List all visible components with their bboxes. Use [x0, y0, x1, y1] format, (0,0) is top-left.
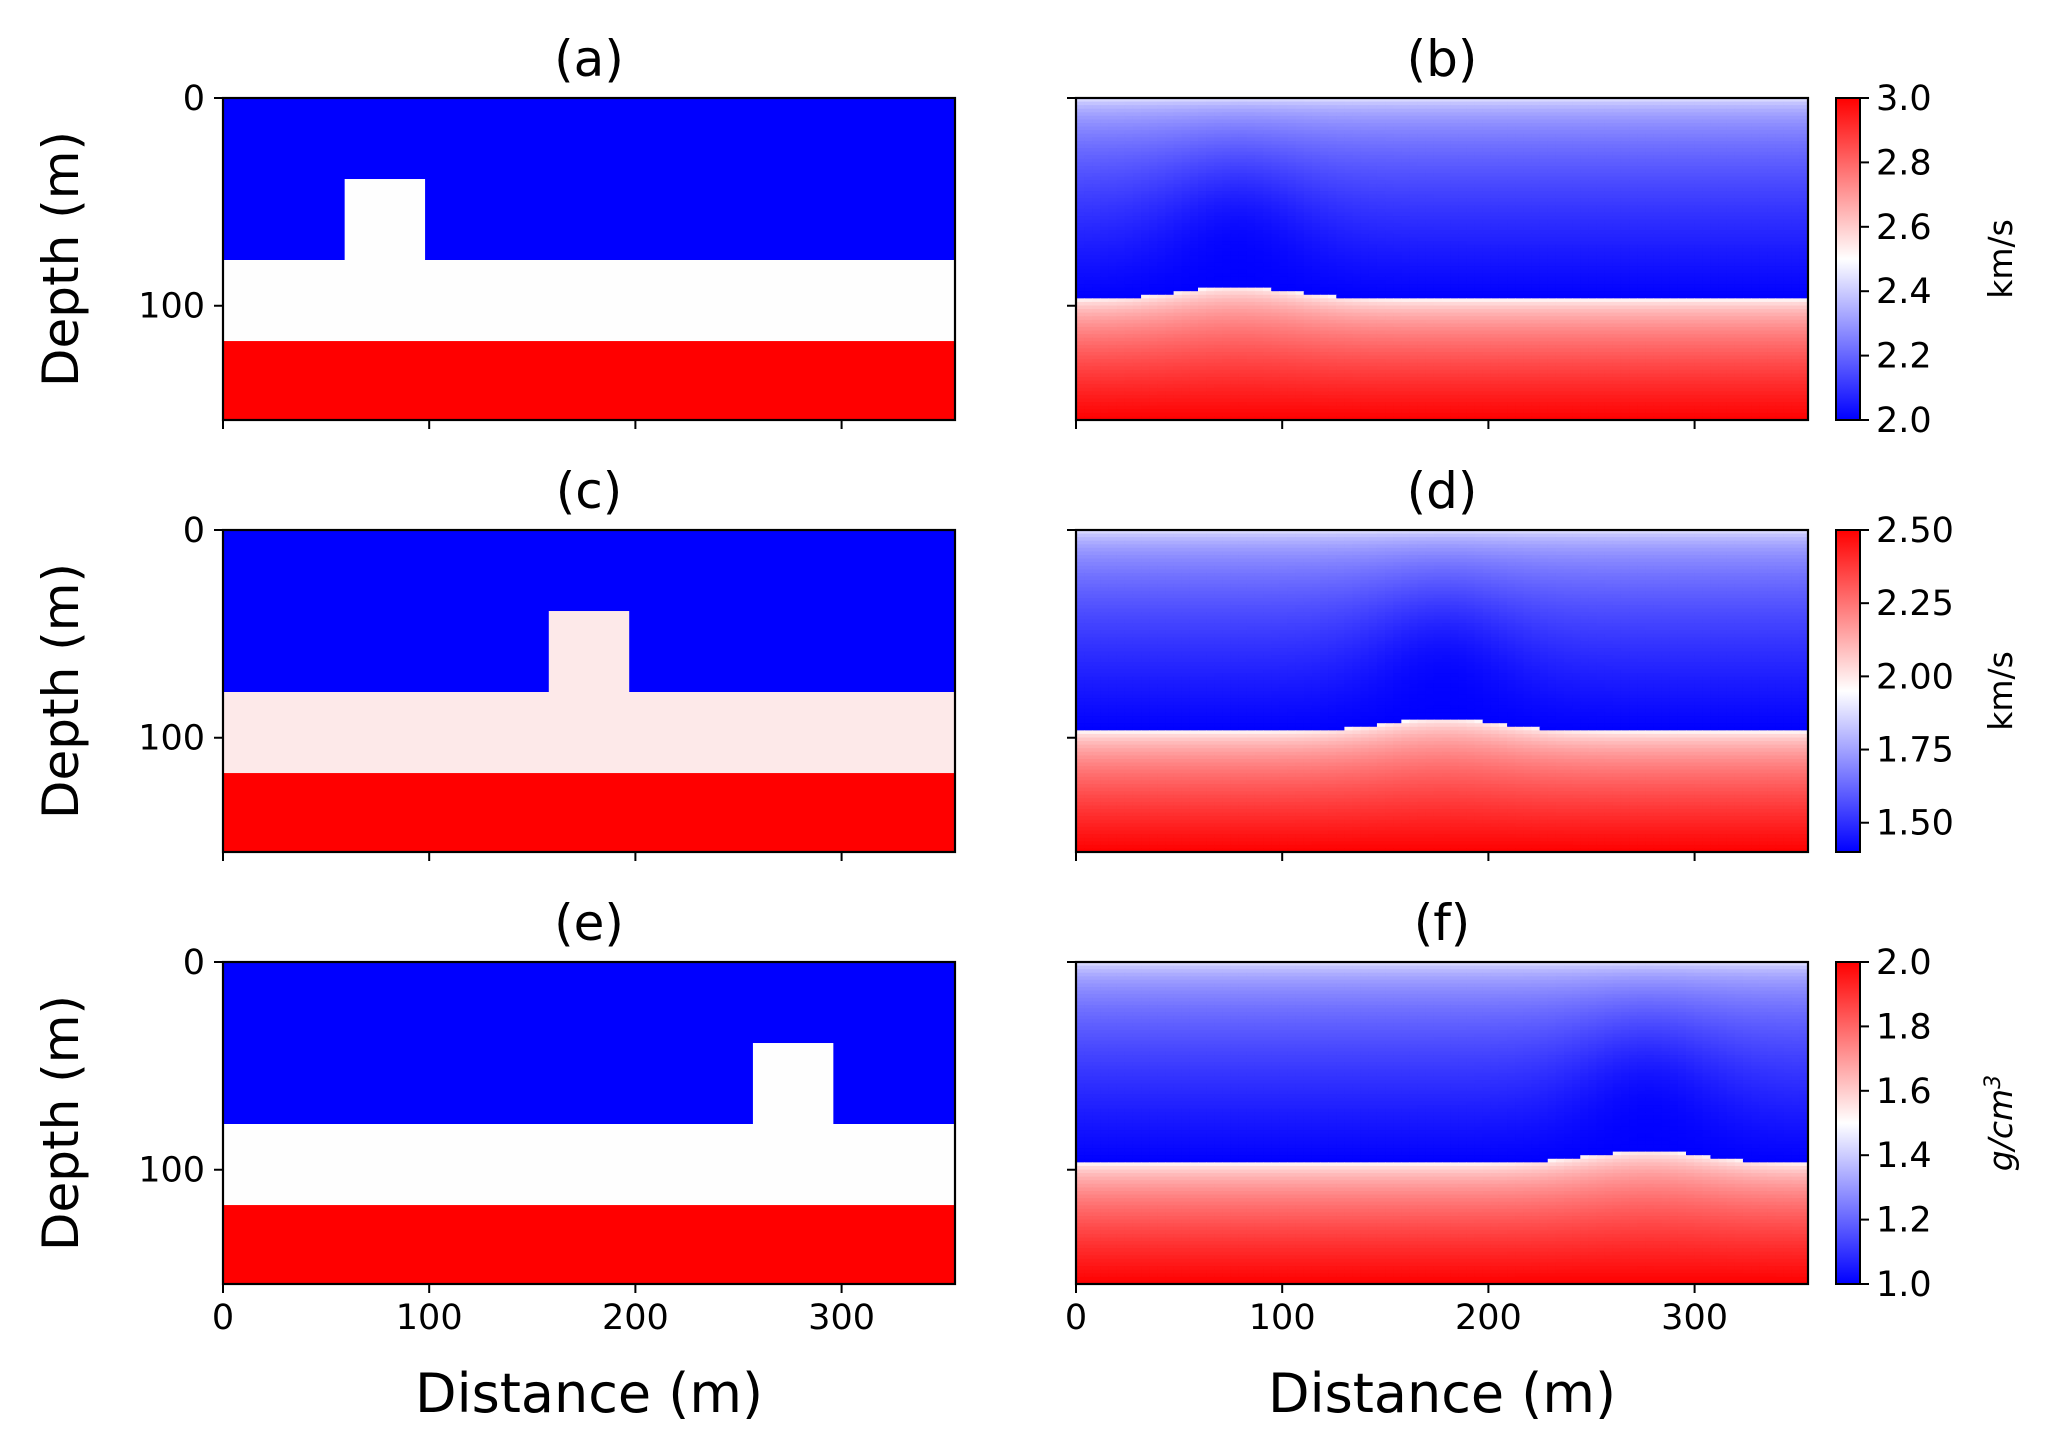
panel-title: (a) — [554, 30, 624, 88]
colorbar-tick-label: 2.50 — [1876, 511, 1954, 551]
colorbar-gradient — [1835, 961, 1861, 1285]
smooth-field — [1076, 962, 1808, 1284]
colorbar-tick-label: 2.0 — [1876, 401, 1932, 441]
colorbar-tick-label: 2.6 — [1876, 208, 1932, 248]
panel-title: (d) — [1407, 462, 1478, 520]
panel-title: (b) — [1407, 30, 1478, 88]
plot-frame — [1074, 528, 1810, 854]
colorbar-tick-label: 1.4 — [1876, 1136, 1932, 1176]
anomaly-block — [344, 179, 426, 261]
anomaly-block — [752, 1043, 834, 1125]
y-tick-label: 0 — [183, 943, 205, 983]
x-tick-label: 300 — [1661, 1298, 1728, 1338]
y-tick-label: 100 — [138, 287, 205, 327]
x-tick-label: 200 — [602, 1298, 669, 1338]
colorbar-tick-label: 2.25 — [1876, 584, 1954, 624]
colorbar-tick-label: 2.2 — [1876, 337, 1932, 377]
colorbar-b: 2.0 2.2 2.4 2.6 2.8 3.0 km/s — [1835, 79, 2020, 441]
panel-title: (e) — [554, 894, 624, 952]
x-tick-label: 200 — [1455, 1298, 1522, 1338]
y-tick-label: 0 — [183, 511, 205, 551]
layer-2 — [223, 773, 955, 852]
plot-frame — [221, 96, 957, 422]
colorbar-tick-label: 3.0 — [1876, 79, 1932, 119]
panel-c: 0 100 (c) Depth (m) — [32, 462, 957, 861]
layer-2 — [223, 341, 955, 420]
colorbar-tick-label: 1.2 — [1876, 1201, 1932, 1241]
y-tick-label: 0 — [183, 79, 205, 119]
colorbar-label: km/s — [1981, 651, 2020, 731]
colorbar-tick-label: 1.75 — [1876, 731, 1954, 771]
panel-title: (c) — [556, 462, 623, 520]
plot-frame — [221, 528, 957, 854]
layer-1 — [223, 692, 955, 774]
colorbar-gradient — [1835, 97, 1861, 421]
y-axis-label: Depth (m) — [32, 131, 90, 387]
y-axis-label: Depth (m) — [32, 995, 90, 1251]
colorbar-tick-label: 1.6 — [1876, 1072, 1932, 1112]
colorbar-tick-label: 2.4 — [1876, 272, 1932, 312]
colorbar-label: km/s — [1981, 219, 2020, 299]
x-axis-label: Distance (m) — [415, 1362, 763, 1425]
colorbar-tick-label: 1.8 — [1876, 1007, 1932, 1047]
x-tick-label: 100 — [1249, 1298, 1316, 1338]
layer-1 — [223, 260, 955, 342]
colorbar-f: 1.0 1.2 1.4 1.6 1.8 2.0 g/cm3 — [1835, 943, 2020, 1305]
layer-1 — [223, 1124, 955, 1206]
y-tick-label: 100 — [138, 1151, 205, 1191]
colorbar-tick-label: 2.00 — [1876, 657, 1954, 697]
plot-frame — [1074, 96, 1810, 422]
colorbar-gradient — [1835, 529, 1861, 853]
colorbar-tick-label: 2.0 — [1876, 943, 1932, 983]
y-tick-label: 100 — [138, 719, 205, 759]
x-tick-label: 0 — [212, 1298, 234, 1338]
colorbar-tick-label: 1.0 — [1876, 1265, 1932, 1305]
layer-0 — [223, 98, 955, 261]
anomaly-block — [548, 611, 630, 693]
smooth-field — [1076, 98, 1808, 420]
y-axis-label: Depth (m) — [32, 563, 90, 819]
colorbar-d: 1.50 1.75 2.00 2.25 2.50 km/s — [1835, 511, 2020, 853]
panel-d: (d) 1.50 1.75 2.00 2.25 2.50 km/s — [1067, 462, 2020, 861]
panel-title: (f) — [1414, 894, 1471, 952]
plot-frame — [221, 960, 957, 1286]
x-tick-label: 0 — [1065, 1298, 1087, 1338]
x-tick-label: 100 — [396, 1298, 463, 1338]
x-tick-label: 300 — [808, 1298, 875, 1338]
smooth-field — [1076, 530, 1808, 852]
colorbar-tick-label: 2.8 — [1876, 143, 1932, 183]
colorbar-tick-label: 1.50 — [1876, 804, 1954, 844]
panel-b: (b) 2.0 2.2 2.4 2.6 2.8 3.0 km/s — [1067, 30, 2020, 441]
panel-f: 0 100 200 300 (f) Distance (m) 1.0 1.2 1.4 1.6 1.8… — [1065, 894, 2020, 1425]
layer-2 — [223, 1205, 955, 1284]
x-axis-label: Distance (m) — [1268, 1362, 1616, 1425]
panel-a: 0 100 (a) Depth (m) — [32, 30, 957, 429]
colorbar-label: g/cm3 — [1981, 1075, 2020, 1171]
panel-e: 0 100 200 300 0 100 (e) Depth (m) Distance (m) — [32, 894, 957, 1425]
layer-0 — [223, 962, 955, 1125]
plot-frame — [1074, 960, 1810, 1286]
